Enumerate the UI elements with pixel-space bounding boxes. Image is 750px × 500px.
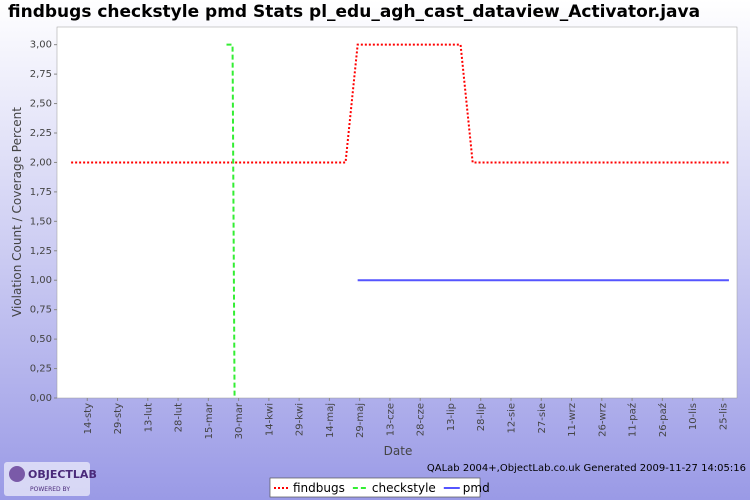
logo-text: OBJECTLAB <box>28 468 97 481</box>
logo-icon <box>9 466 25 482</box>
logo: OBJECTLAB POWERED BY <box>4 462 97 496</box>
x-tick-label: 25-lis <box>718 403 729 430</box>
footer: QALab 2004+,ObjectLab.co.uk Generated 20… <box>427 463 746 474</box>
x-axis-label: Date <box>384 444 413 458</box>
x-tick-label: 29-maj <box>355 403 366 438</box>
y-tick-label: 2,00 <box>30 157 52 168</box>
x-tick-label: 26-wrz <box>597 403 608 437</box>
y-tick-label: 1,75 <box>30 187 52 198</box>
x-tick-label: 28-lut <box>174 403 185 432</box>
series-line <box>71 43 729 164</box>
plot-area <box>56 26 738 399</box>
y-tick-label: 1,50 <box>30 216 52 227</box>
y-tick-label: 0,75 <box>30 305 52 316</box>
x-tick-label: 14-sty <box>83 403 94 434</box>
series-line <box>226 43 236 399</box>
x-tick-label: 27-sie <box>537 403 548 433</box>
y-tick-label: 3,00 <box>30 40 52 51</box>
x-tick-label: 11-wrz <box>567 403 578 437</box>
x-tick-label: 12-sie <box>507 403 518 433</box>
x-tick-label: 13-lip <box>446 403 457 431</box>
legend-box <box>269 477 481 498</box>
y-tick-label: 2,25 <box>30 128 52 139</box>
x-tick-label: 28-lip <box>476 403 487 431</box>
y-tick-label: 1,00 <box>30 275 52 286</box>
y-tick-label: 0,50 <box>30 334 52 345</box>
y-tick-label: 2,75 <box>30 69 52 80</box>
y-axis-label: Violation Count / Coverage Percent <box>10 107 24 317</box>
x-tick-label: 13-lut <box>143 403 154 432</box>
y-tick-label: 2,50 <box>30 99 52 110</box>
legend-label: findbugs <box>293 481 345 495</box>
logo-subtext: POWERED BY <box>30 486 70 493</box>
x-tick-label: 15-mar <box>204 402 215 439</box>
x-tick-label: 10-lis <box>688 403 699 430</box>
x-tick-label: 30-mar <box>234 402 245 439</box>
x-tick-label: 28-cze <box>416 403 427 436</box>
x-tick-label: 29-kwi <box>295 403 306 436</box>
x-tick-label: 14-maj <box>325 403 336 438</box>
y-tick-label: 0,25 <box>30 364 52 375</box>
x-tick-label: 11-paź <box>627 403 639 437</box>
x-tick-label: 13-cze <box>385 403 396 436</box>
logo-box <box>4 462 90 496</box>
legend-label: checkstyle <box>372 481 436 495</box>
y-tick-label: 0,00 <box>30 393 52 404</box>
x-tick-label: 26-paź <box>657 403 669 437</box>
y-tick-label: 1,25 <box>30 246 52 257</box>
legend-label: pmd <box>463 481 490 495</box>
chart-title: findbugs checkstyle pmd Stats pl_edu_agh… <box>8 2 700 22</box>
x-tick-label: 14-kwi <box>264 403 275 436</box>
x-tick-label: 29-sty <box>113 403 124 434</box>
